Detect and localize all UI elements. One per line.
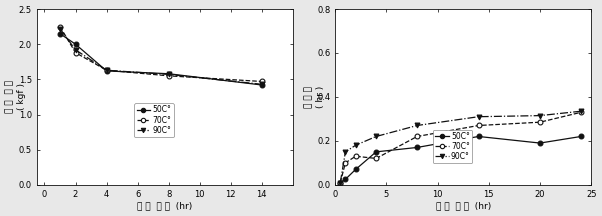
Y-axis label: 유 지 력
( hr ): 유 지 력 ( hr ) xyxy=(304,86,324,108)
90C° xyxy=(103,69,110,71)
50C° xyxy=(342,178,349,181)
90C° xyxy=(536,114,544,117)
90C° xyxy=(165,73,172,76)
Legend: 50C°, 70C°, 90C°: 50C°, 70C°, 90C° xyxy=(433,130,472,164)
50C° xyxy=(72,43,79,46)
50C° xyxy=(536,142,544,144)
50C° xyxy=(352,168,359,171)
50C° xyxy=(373,151,380,153)
70C° xyxy=(103,69,110,71)
70C° xyxy=(414,135,421,138)
Line: 70C°: 70C° xyxy=(58,24,264,84)
50C° xyxy=(577,135,585,138)
Legend: 50C°, 70C°, 90C°: 50C°, 70C°, 90C° xyxy=(134,103,174,137)
Line: 90C°: 90C° xyxy=(58,26,264,87)
Y-axis label: 박 리  강 도
( kgf ): 박 리 강 도 ( kgf ) xyxy=(5,80,26,113)
90C° xyxy=(72,49,79,51)
70C° xyxy=(536,121,544,124)
Line: 50C°: 50C° xyxy=(58,31,264,87)
Line: 90C°: 90C° xyxy=(338,109,583,185)
70C° xyxy=(475,124,482,127)
Line: 70C°: 70C° xyxy=(338,110,583,185)
50C° xyxy=(475,135,482,138)
90C° xyxy=(352,144,359,147)
50C° xyxy=(258,84,265,86)
70C° xyxy=(352,155,359,157)
70C° xyxy=(577,111,585,114)
Line: 50C°: 50C° xyxy=(338,134,583,185)
70C° xyxy=(72,51,79,54)
70C° xyxy=(342,162,349,164)
70C° xyxy=(57,25,64,28)
90C° xyxy=(258,83,265,86)
70C° xyxy=(258,80,265,83)
50C° xyxy=(414,146,421,149)
90C° xyxy=(373,135,380,138)
50C° xyxy=(103,70,110,72)
90C° xyxy=(57,27,64,30)
70C° xyxy=(165,75,172,77)
50C° xyxy=(337,181,344,184)
70C° xyxy=(373,157,380,160)
50C° xyxy=(165,72,172,75)
90C° xyxy=(414,124,421,127)
50C° xyxy=(57,32,64,35)
X-axis label: 숙 성  시 간  (hr): 숙 성 시 간 (hr) xyxy=(436,202,491,210)
70C° xyxy=(337,181,344,184)
X-axis label: 숙 성  시 간  (hr): 숙 성 시 간 (hr) xyxy=(137,202,193,210)
90C° xyxy=(475,115,482,118)
90C° xyxy=(342,151,349,153)
90C° xyxy=(577,110,585,113)
90C° xyxy=(337,181,344,184)
